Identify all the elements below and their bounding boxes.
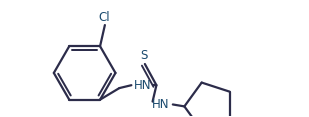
Text: S: S: [140, 49, 148, 62]
Text: HN: HN: [152, 98, 169, 111]
Text: Cl: Cl: [98, 11, 110, 24]
Text: HN: HN: [134, 79, 152, 92]
